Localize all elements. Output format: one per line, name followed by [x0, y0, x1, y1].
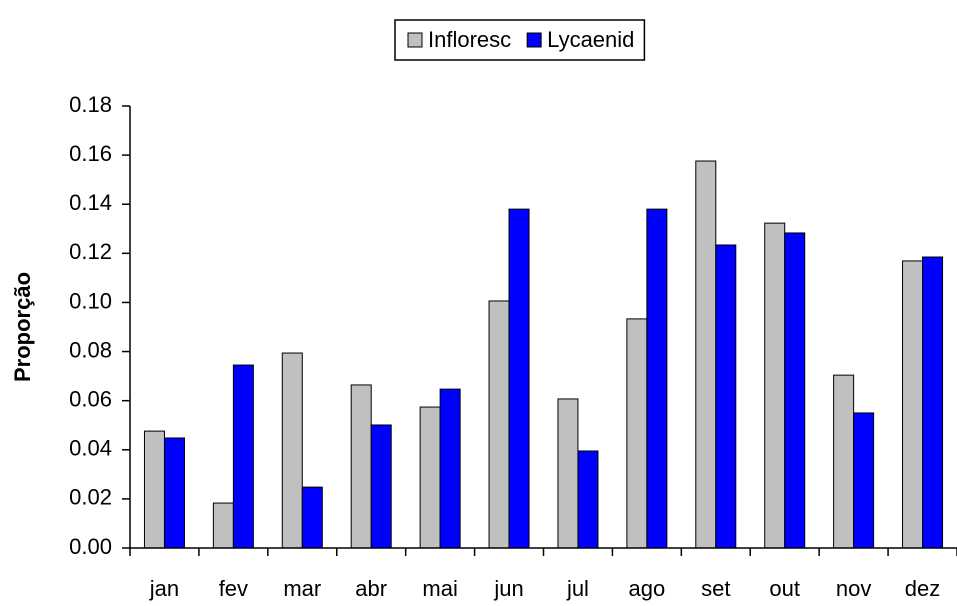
y-tick-label: 0.14 [69, 190, 112, 215]
x-tick-label: out [769, 576, 800, 601]
bar [922, 256, 944, 549]
bar [784, 232, 806, 549]
bar [764, 222, 786, 549]
y-tick-label: 0.16 [69, 141, 112, 166]
bar [163, 437, 185, 549]
bar [350, 384, 372, 549]
bar [143, 430, 165, 549]
bar [439, 388, 461, 549]
x-tick-label: nov [836, 576, 871, 601]
bar [232, 364, 254, 549]
x-tick-label: jan [149, 576, 179, 601]
bar [695, 160, 717, 549]
y-tick-label: 0.04 [69, 436, 112, 461]
x-tick-label: dez [905, 576, 940, 601]
legend-swatch [526, 32, 542, 48]
x-tick-label: jun [493, 576, 523, 601]
bar [281, 352, 303, 549]
bar [301, 486, 323, 549]
bar [902, 260, 924, 549]
y-tick-label: 0.00 [69, 534, 112, 559]
y-tick-label: 0.18 [69, 92, 112, 117]
bar [577, 450, 599, 549]
legend-label: Lycaenid [547, 27, 634, 52]
x-tick-label: jul [566, 576, 589, 601]
bar [488, 300, 510, 549]
bar [646, 208, 668, 549]
legend-swatch [407, 32, 423, 48]
x-tick-label: mar [283, 576, 321, 601]
bar [715, 244, 737, 549]
legend [394, 19, 646, 61]
bar [212, 502, 234, 549]
bar [626, 318, 648, 549]
y-axis-label: Proporção [10, 272, 35, 382]
x-tick-label: fev [219, 576, 248, 601]
bar [370, 424, 392, 549]
y-tick-label: 0.12 [69, 239, 112, 264]
x-tick-label: mai [422, 576, 457, 601]
y-tick-label: 0.10 [69, 288, 112, 313]
bar [419, 406, 441, 549]
x-tick-label: set [701, 576, 730, 601]
bar [508, 208, 530, 549]
y-tick-label: 0.06 [69, 386, 112, 411]
legend-label: Infloresc [428, 27, 511, 52]
y-tick-label: 0.02 [69, 485, 112, 510]
x-tick-label: abr [355, 576, 387, 601]
bar [557, 398, 579, 549]
bar [853, 412, 875, 549]
y-tick-label: 0.08 [69, 337, 112, 362]
bar [833, 374, 855, 549]
x-tick-label: ago [629, 576, 666, 601]
